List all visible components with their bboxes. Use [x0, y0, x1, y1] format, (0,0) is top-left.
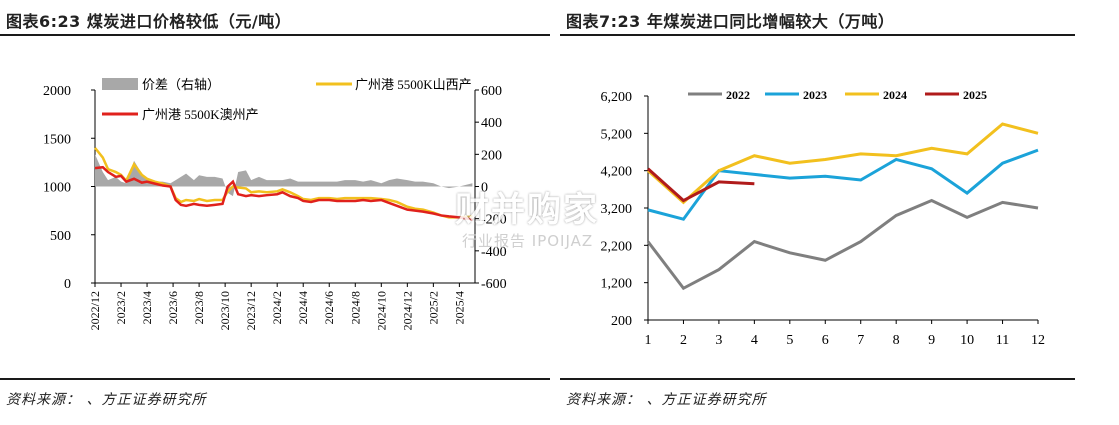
left-y-tick-label: 1500	[43, 132, 71, 147]
y-tick-label: 3,200	[601, 202, 633, 217]
x-tick-label: 2025/2	[426, 291, 440, 324]
y-tick-label: 6,200	[601, 90, 633, 105]
right-y-tick-label: -600	[481, 277, 507, 292]
x-tick-label: 2024/8	[348, 291, 362, 324]
x-tick-label: 2023/8	[192, 291, 206, 324]
series-line-2023	[647, 148, 1039, 221]
y-tick-label: 4,200	[601, 165, 633, 180]
legend-spread-swatch	[102, 78, 138, 90]
legend-shanxi-label: 广州港 5500K山西产	[355, 77, 472, 92]
australia-price-line	[94, 165, 473, 221]
x-tick-label: 7	[857, 333, 864, 348]
legend-label-2022: 2022	[726, 88, 750, 102]
y-tick-label: 5,200	[601, 127, 633, 142]
x-tick-label: 2024/4	[296, 291, 310, 324]
right-y-tick-label: 0	[481, 181, 488, 196]
left-chart-panel: 图表6:23 煤炭进口价格较低（元/吨） 0 500 1000 1500 2000 -60…	[0, 0, 555, 425]
right-y-tick-label: -200	[481, 213, 507, 228]
x-tick-label: 2022/12	[88, 291, 102, 330]
x-tick-label: 10	[960, 333, 974, 348]
left-y-tick-label: 2000	[43, 84, 71, 99]
right-source-rule	[560, 378, 1075, 380]
x-tick-label: 9	[928, 333, 935, 348]
legend-label-2025: 2025	[963, 88, 987, 102]
left-chart-source: 资料来源： 、方正证券研究所	[6, 392, 207, 408]
x-tick-label: 2023/10	[218, 291, 232, 330]
x-tick-label: 5	[786, 333, 793, 348]
left-y-tick-label: 0	[64, 277, 71, 292]
legend-label-2024: 2024	[883, 88, 907, 102]
spread-area	[95, 154, 473, 197]
x-tick-label: 4	[751, 333, 758, 348]
right-y-tick-label: 200	[481, 148, 502, 163]
x-tick-label: 2023/12	[244, 291, 258, 330]
x-tick-label: 2025/4	[452, 291, 466, 324]
x-tick-label: 2	[680, 333, 687, 348]
right-y-tick-label: -400	[481, 245, 507, 260]
shanxi-price-line	[94, 147, 473, 219]
right-chart-title: 图表7:23 年煤炭进口同比增幅较大（万吨）	[566, 12, 895, 31]
left-y-tick-label: 500	[50, 229, 71, 244]
left-y-tick-label: 1000	[43, 181, 71, 196]
x-tick-label: 2024/12	[400, 291, 414, 330]
left-title-rule	[0, 34, 550, 36]
right-y-tick-label: 400	[481, 116, 502, 131]
y-tick-label: 1,200	[601, 277, 633, 292]
series-line-2022	[646, 198, 1039, 291]
x-tick-label: 1	[645, 333, 652, 348]
x-tick-label: 2024/2	[270, 291, 284, 324]
x-tick-label: 2023/4	[140, 291, 154, 324]
legend-label-2023: 2023	[803, 88, 827, 102]
left-chart-title: 图表6:23 煤炭进口价格较低（元/吨）	[6, 12, 292, 31]
watermark-subtext: 行业报告 IPOIJAZ	[462, 232, 594, 250]
right-title-rule	[560, 34, 1075, 36]
legend-aus-label: 广州港 5500K澳州产	[142, 107, 259, 122]
x-tick-label: 2024/10	[374, 291, 388, 330]
left-chart-svg: 0 500 1000 1500 2000 -600 -400 -200 0 200 400 600 20…	[43, 77, 507, 330]
series-line-2025	[646, 167, 755, 203]
right-y-tick-label: 600	[481, 84, 502, 99]
x-tick-label: 2024/6	[322, 291, 336, 324]
series-line-2024	[646, 122, 1039, 205]
legend-spread-label: 价差（右轴）	[142, 77, 220, 92]
x-tick-label: 2023/6	[166, 291, 180, 324]
x-tick-label: 3	[715, 333, 722, 348]
x-tick-label: 2023/2	[114, 291, 128, 324]
y-tick-label: 200	[611, 314, 632, 329]
right-chart-source: 资料来源： 、方正证券研究所	[566, 392, 767, 408]
y-tick-label: 2,200	[601, 239, 633, 254]
x-tick-label: 8	[893, 333, 900, 348]
x-tick-label: 12	[1031, 333, 1045, 348]
x-tick-label: 6	[822, 333, 829, 348]
left-source-rule	[0, 378, 550, 380]
right-chart-panel: 图表7:23 年煤炭进口同比增幅较大（万吨） 200 1,200 2,200 3,20…	[560, 0, 1119, 425]
watermark-logo: 财并购家	[455, 190, 599, 230]
x-tick-label: 11	[996, 333, 1009, 348]
